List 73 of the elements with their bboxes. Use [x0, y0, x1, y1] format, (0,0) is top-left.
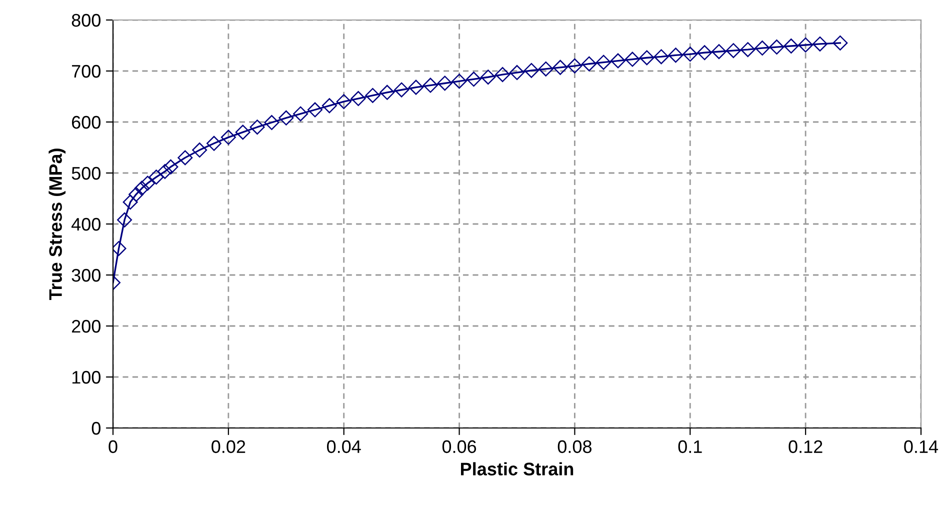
point	[128, 186, 144, 202]
point	[322, 98, 337, 114]
x-tick-label: 0.08	[558, 440, 592, 454]
point	[117, 212, 132, 228]
point	[206, 136, 222, 151]
x-tick-label: 0.14	[904, 440, 938, 454]
y-axis-title: True Stress (MPa)	[48, 148, 66, 300]
y-tick-label: 400	[71, 218, 100, 231]
point	[784, 38, 799, 54]
point	[394, 82, 410, 98]
y-tick-label: 0	[92, 422, 100, 435]
y-tick-label: 200	[72, 320, 100, 333]
point	[235, 124, 250, 140]
point	[668, 48, 684, 63]
point	[148, 170, 164, 185]
point	[682, 46, 698, 62]
point	[524, 62, 539, 78]
point	[740, 42, 756, 58]
point	[754, 40, 770, 56]
x-tick-label: 0.06	[442, 440, 476, 454]
point	[510, 65, 524, 80]
point	[365, 88, 380, 103]
point	[380, 84, 395, 100]
point	[293, 106, 308, 122]
point	[134, 180, 150, 196]
point	[798, 37, 814, 52]
point	[480, 70, 496, 85]
point	[654, 49, 669, 64]
point	[712, 44, 726, 60]
point	[278, 110, 294, 126]
y-tick-label: 700	[72, 64, 100, 78]
point	[466, 72, 482, 87]
point	[192, 142, 208, 158]
point	[552, 60, 568, 75]
y-tick-label: 800	[72, 14, 100, 27]
point	[812, 36, 828, 52]
point	[157, 164, 172, 179]
y-tick-label: 300	[72, 268, 100, 282]
point	[726, 43, 741, 58]
point	[178, 150, 193, 166]
point	[452, 74, 467, 89]
point	[610, 53, 626, 68]
point	[336, 94, 352, 110]
point	[495, 67, 510, 82]
point	[350, 91, 366, 106]
x-tick-label: 0.12	[788, 440, 822, 454]
point	[437, 76, 452, 91]
point	[140, 176, 156, 191]
point	[596, 54, 612, 70]
point	[308, 102, 322, 118]
point	[832, 35, 848, 50]
point	[624, 52, 640, 67]
point	[220, 130, 236, 145]
y-tick-label: 100	[72, 370, 100, 384]
point	[250, 120, 265, 135]
point	[582, 56, 597, 72]
point	[538, 61, 554, 76]
point	[567, 58, 582, 74]
point	[769, 40, 784, 55]
x-tick-label: 0.1	[678, 440, 702, 454]
x-tick-label: 0	[108, 440, 118, 454]
y-tick-label: 500	[72, 166, 100, 180]
x-axis-title: Plastic Strain	[461, 462, 574, 476]
point	[422, 78, 438, 93]
x-tick-label: 0.02	[212, 440, 246, 454]
point	[264, 115, 280, 130]
y-tick-label: 600	[72, 116, 100, 129]
point	[163, 159, 178, 174]
point	[122, 194, 138, 210]
point	[697, 45, 712, 60]
point	[639, 50, 654, 66]
point	[408, 80, 424, 95]
x-tick-label: 0.04	[326, 440, 361, 454]
